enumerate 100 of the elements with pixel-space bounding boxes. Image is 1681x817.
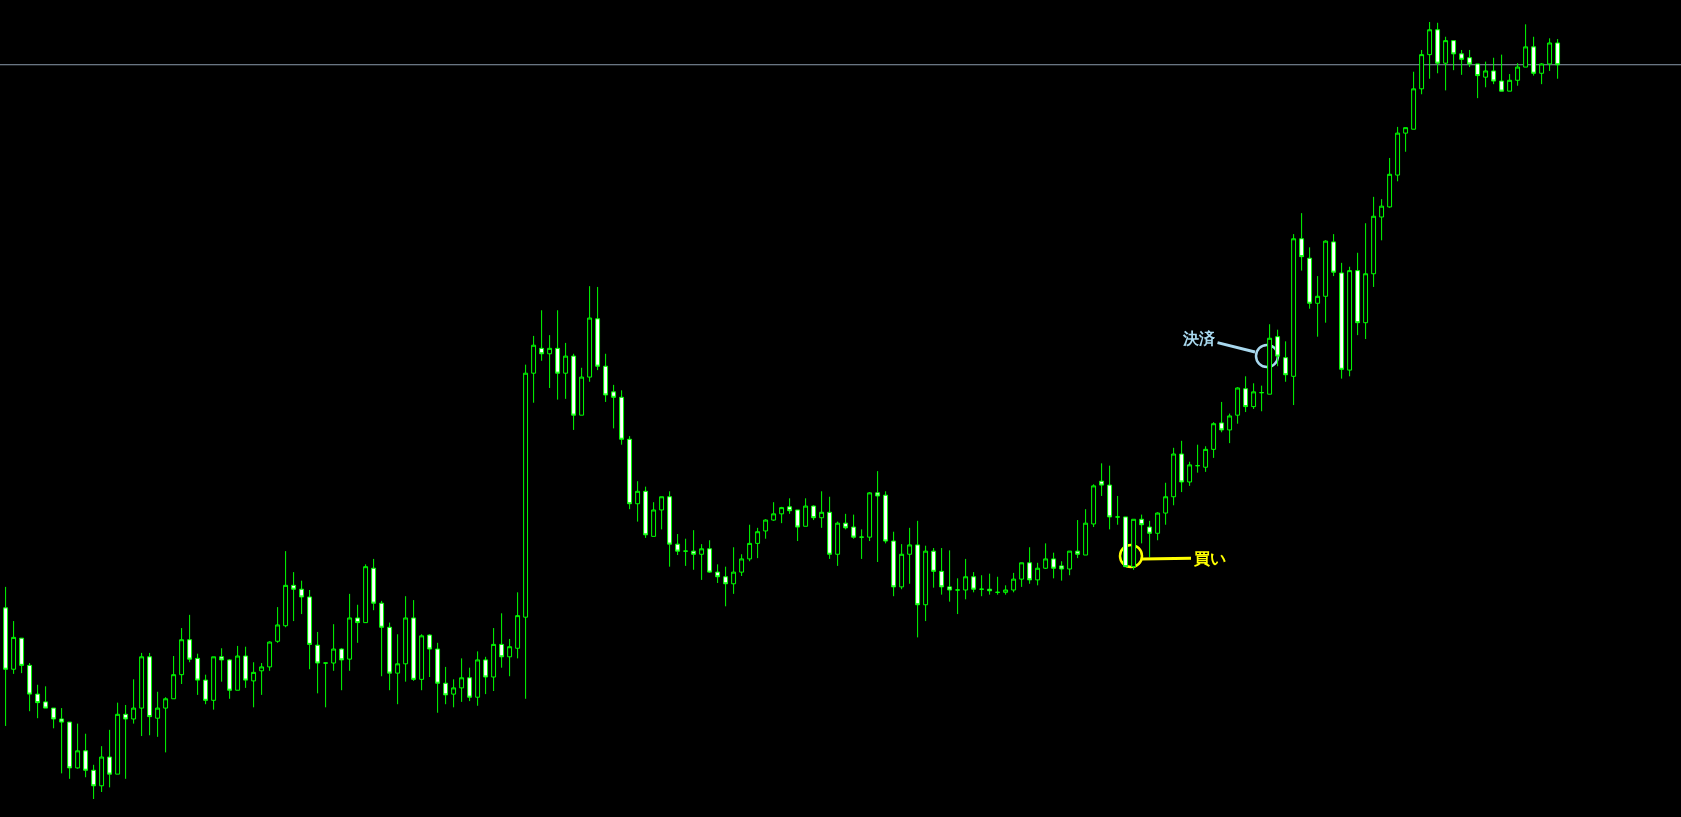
candlestick <box>755 527 761 559</box>
candlestick <box>739 553 745 577</box>
candlestick <box>1339 262 1345 380</box>
candlestick <box>507 638 513 677</box>
candlestick <box>459 657 465 703</box>
candlestick <box>163 696 169 753</box>
candlestick <box>1155 511 1161 541</box>
candlestick <box>1107 465 1113 530</box>
candlestick <box>155 691 161 738</box>
candlestick <box>1275 329 1281 367</box>
candlestick <box>1499 54 1505 92</box>
candlestick <box>971 571 977 593</box>
candlestick <box>1547 37 1553 72</box>
annotation: 買い <box>1193 549 1226 568</box>
candlestick <box>1019 562 1025 588</box>
candlestick <box>275 606 281 644</box>
candlestick <box>1515 62 1521 87</box>
candlestick <box>731 546 737 595</box>
candlestick <box>387 622 393 691</box>
candlestick <box>1307 246 1313 310</box>
candlestick <box>899 543 905 590</box>
candlestick <box>587 285 593 383</box>
candlestick <box>1363 222 1369 340</box>
candlestick <box>1331 233 1337 277</box>
candlestick <box>1475 63 1481 99</box>
candlestick <box>67 721 73 780</box>
candlestick <box>1347 266 1353 377</box>
candlestick <box>1323 239 1329 324</box>
candlestick <box>875 470 881 563</box>
candlestick <box>659 496 665 530</box>
candlestick <box>187 614 193 663</box>
candlestick <box>379 600 385 677</box>
candlestick <box>651 501 657 537</box>
candlestick <box>811 504 817 521</box>
candlestick <box>1427 21 1433 80</box>
candlestick <box>363 563 369 624</box>
candlestick <box>1203 445 1209 473</box>
candlestick <box>283 550 289 628</box>
candlestick <box>1243 375 1249 413</box>
candlestick <box>1171 447 1177 506</box>
candlestick <box>11 620 17 675</box>
candlestick <box>83 733 89 778</box>
candlestick <box>123 704 129 780</box>
candlestick <box>771 501 777 522</box>
candlestick <box>1451 40 1457 71</box>
candlestick <box>1115 495 1121 526</box>
candlestick <box>1003 584 1009 596</box>
candlestick <box>235 645 241 691</box>
candlestick <box>1507 73 1513 92</box>
candlestick <box>1267 323 1273 395</box>
candlestick <box>1387 157 1393 209</box>
candlestick <box>579 367 585 416</box>
candlestick <box>1283 340 1289 383</box>
candlestick <box>1131 518 1137 571</box>
candlestick <box>891 531 897 597</box>
candlestick <box>107 729 113 788</box>
candlestick <box>1251 382 1257 410</box>
candlestick <box>683 538 689 567</box>
candlestick <box>643 486 649 539</box>
candlestick <box>803 497 809 527</box>
candlestick <box>1491 57 1497 85</box>
candlestick <box>19 637 25 674</box>
candlestick <box>691 529 697 571</box>
candlestick <box>115 702 121 775</box>
candlestick <box>1379 198 1385 241</box>
candlestick <box>395 633 401 705</box>
candlestick <box>99 745 105 793</box>
candlestick <box>323 662 329 708</box>
candlestick <box>371 558 377 611</box>
candlestick <box>1075 519 1081 559</box>
candlestick <box>1371 196 1377 288</box>
candlestick <box>515 591 521 659</box>
candlestick <box>451 678 457 708</box>
candlestick <box>203 674 209 705</box>
candlestick <box>763 518 769 540</box>
candlestick <box>883 490 889 544</box>
candlestick <box>195 653 201 696</box>
candlestick <box>1011 572 1017 593</box>
candlestick <box>51 707 57 729</box>
candlestick <box>1211 421 1217 459</box>
candlestick <box>747 524 753 562</box>
candlestick <box>1051 552 1057 579</box>
candlestick <box>243 646 249 689</box>
candlestick <box>907 527 913 585</box>
candlestick <box>499 612 505 669</box>
candlestick <box>443 666 449 705</box>
candlestick <box>339 647 345 691</box>
candlestick <box>1091 483 1097 528</box>
candlestick <box>707 539 713 574</box>
candlestick <box>859 528 865 560</box>
candlestick <box>1259 385 1265 412</box>
candlestick <box>1163 482 1169 526</box>
candlestick <box>131 678 137 725</box>
candlestick <box>795 509 801 542</box>
candlestick <box>411 599 417 682</box>
candlestick <box>1435 22 1441 74</box>
candlestick <box>1227 413 1233 444</box>
candlestick <box>147 652 153 736</box>
candlestick <box>307 589 313 670</box>
candlestick <box>539 309 545 362</box>
